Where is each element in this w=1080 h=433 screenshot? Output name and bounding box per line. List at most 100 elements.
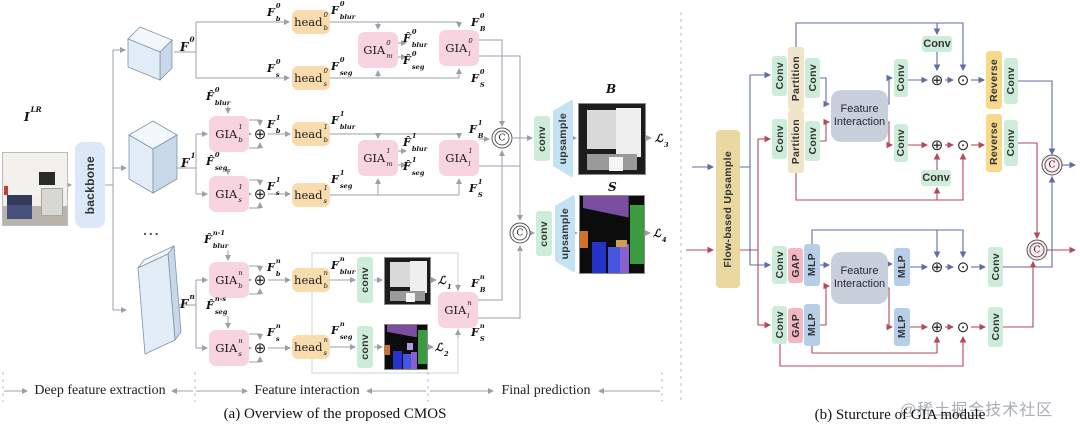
flow-based-upsample-block: Flow-based Upsample <box>716 130 740 288</box>
partition-blur-block: Partition <box>788 47 804 110</box>
depth-map-preview-b <box>578 103 646 175</box>
mul-op-spatial-seg: ⊙ <box>956 136 970 154</box>
caption-panel-a: (a) Overview of the proposed CMOS <box>223 406 447 422</box>
mlp-label: MLP <box>806 253 818 277</box>
label-fblur0: F 0 blur <box>331 0 356 22</box>
seg-cabinet <box>619 243 629 273</box>
conv-label: Conv <box>773 311 786 339</box>
conv-label: Conv <box>773 125 786 153</box>
mlp-label: MLP <box>896 315 908 339</box>
conv-blur-n-label: conv <box>359 267 371 293</box>
flow-based-upsample-label: Flow-based Upsample <box>722 150 734 268</box>
depth-box-region <box>609 157 623 172</box>
conv-spatial-seg-2: Conv <box>805 121 820 161</box>
gia-l1-block: GIA 1 l <box>439 140 479 176</box>
concat-b-label: C <box>494 130 510 146</box>
head-s1-block: head 1 s <box>292 183 330 207</box>
label-fhat-blur1: F̂ 1 blur <box>403 132 428 154</box>
mul-op-spatial-blur: ⊙ <box>956 71 970 89</box>
gia-m1-block: GIA 1 m <box>358 140 398 176</box>
watermark: @稀土掘金技术社区 <box>900 402 1054 419</box>
concat-node-blur-out: C <box>1041 154 1063 176</box>
gia-m0-block: GIA 0 m <box>358 32 398 68</box>
seg-cabinet <box>411 352 417 369</box>
partition-label: Partition <box>790 118 802 165</box>
photo-cabinet <box>40 188 64 217</box>
partition-label: Partition <box>790 55 802 102</box>
mul-op-channel-blur: ⊙ <box>956 258 970 276</box>
seg-couch-2 <box>608 246 620 273</box>
seg-couch-1 <box>591 242 606 273</box>
conv-label: Conv <box>989 253 1002 281</box>
conv-after-fi-blur: Conv <box>894 59 908 97</box>
concat-node-seg-out: C <box>1026 239 1048 261</box>
seg-window <box>406 343 413 350</box>
feature-cube-1 <box>128 120 178 194</box>
conv-skip-blur-top: Conv <box>922 36 952 52</box>
caption-panel-b: (b) Sturcture of GIA module <box>814 407 986 423</box>
head-b1-block: head 1 b <box>292 122 330 146</box>
gap-seg-block: GAP <box>788 308 803 343</box>
head-b0-block: head 0 b <box>292 10 330 34</box>
feature-slab-n <box>137 244 182 355</box>
segmentation-preview-s <box>579 195 645 274</box>
label-fhat-segn-in: F̂ n-s seg <box>206 295 228 317</box>
gap-blur-block: GAP <box>788 248 803 283</box>
photo-couch-back <box>6 194 33 205</box>
input-photo <box>2 152 68 226</box>
mlp-label: MLP <box>896 255 908 279</box>
gia-s1-block: GIA 1 s <box>209 176 249 212</box>
concat-s-label: C <box>512 225 528 241</box>
label-fhat-seg0-out: F̂ 0 seg <box>403 50 425 72</box>
seg-orange-object <box>385 345 391 355</box>
conv-seg-n-label: conv <box>359 334 371 360</box>
seg-ceiling <box>386 325 417 338</box>
label-fhat-blur0-in: F̂ 0 blur <box>206 86 231 108</box>
seg-orange-object <box>580 231 588 249</box>
seg-right-wall <box>629 205 644 264</box>
section-deep-feature-extraction: Deep feature extraction <box>34 383 166 398</box>
gap-label: GAP <box>789 313 802 338</box>
head-bn-block: head n b <box>292 268 330 292</box>
photo-monitor <box>38 171 56 185</box>
photo-red-object <box>4 186 9 196</box>
add-op-b1: ⊕ <box>253 125 267 143</box>
feature-interaction-spatial: Feature Interaction <box>831 90 888 142</box>
conv-channel-seg: Conv <box>772 306 787 344</box>
concat-node-s: C <box>509 222 531 244</box>
gia-sn-block: GIA n s <box>209 330 249 366</box>
mlp-blur-block: MLP <box>804 244 820 286</box>
conv-label: Conv <box>773 251 786 279</box>
depth-bright-region <box>410 260 428 293</box>
conv-out-channel-blur: Conv <box>988 247 1003 287</box>
section-feature-interaction: Feature interaction <box>254 383 360 398</box>
concat-blur-label: C <box>1044 157 1060 173</box>
conv-spatial-blur-2: Conv <box>805 58 820 98</box>
final-conv-b-block: conv <box>534 116 550 161</box>
upsample-b-label: upsample <box>557 112 569 165</box>
label-fseg0: F 0 seg <box>331 56 353 78</box>
seg-ceiling <box>582 196 629 218</box>
conv-seg-n-block: conv <box>357 326 373 368</box>
panel-a-wires <box>2 12 682 404</box>
conv-label: Conv <box>895 129 907 157</box>
gia-ln-block: GIA n l <box>438 292 478 328</box>
